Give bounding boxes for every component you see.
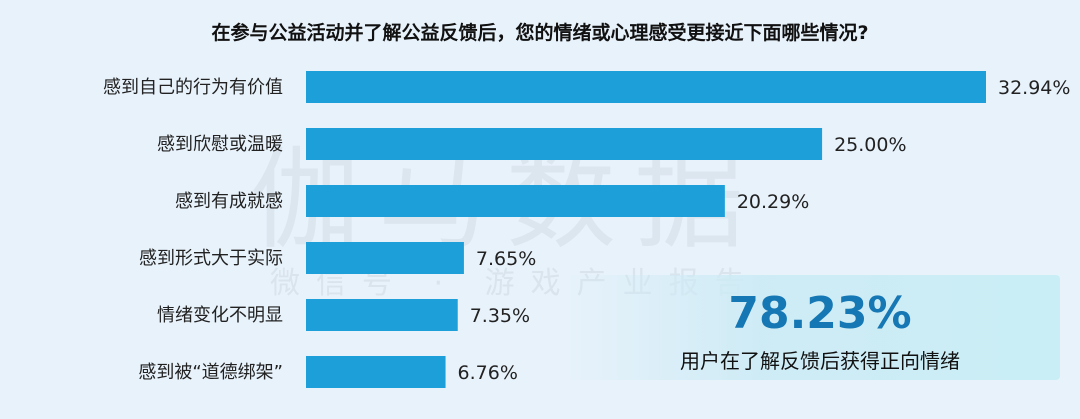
category-label: 感到形式大于实际 bbox=[139, 248, 283, 269]
value-label: 32.94% bbox=[998, 77, 1070, 99]
bar bbox=[306, 356, 446, 388]
bar bbox=[306, 128, 823, 160]
category-label: 情绪变化不明显 bbox=[157, 305, 283, 326]
value-label: 20.29% bbox=[737, 191, 809, 213]
value-label: 7.65% bbox=[476, 248, 536, 270]
callout-box bbox=[560, 275, 1060, 380]
chart-title: 在参与公益活动并了解公益反馈后，您的情绪或心理感受更接近下面哪些情况? bbox=[211, 22, 869, 44]
bar bbox=[306, 242, 464, 274]
bar bbox=[306, 299, 458, 331]
category-label: 感到欣慰或温暖 bbox=[157, 134, 283, 155]
callout-label: 用户在了解反馈后获得正向情绪 bbox=[680, 349, 960, 373]
category-label: 感到有成就感 bbox=[175, 191, 283, 212]
category-label: 感到自己的行为有价值 bbox=[103, 77, 283, 98]
value-label: 7.35% bbox=[470, 305, 530, 327]
bar bbox=[306, 71, 986, 103]
callout-value: 78.23% bbox=[728, 288, 912, 339]
bar bbox=[306, 185, 725, 217]
category-label: 感到被“道德绑架” bbox=[138, 362, 283, 383]
value-label: 25.00% bbox=[834, 134, 906, 156]
value-label: 6.76% bbox=[458, 362, 518, 384]
